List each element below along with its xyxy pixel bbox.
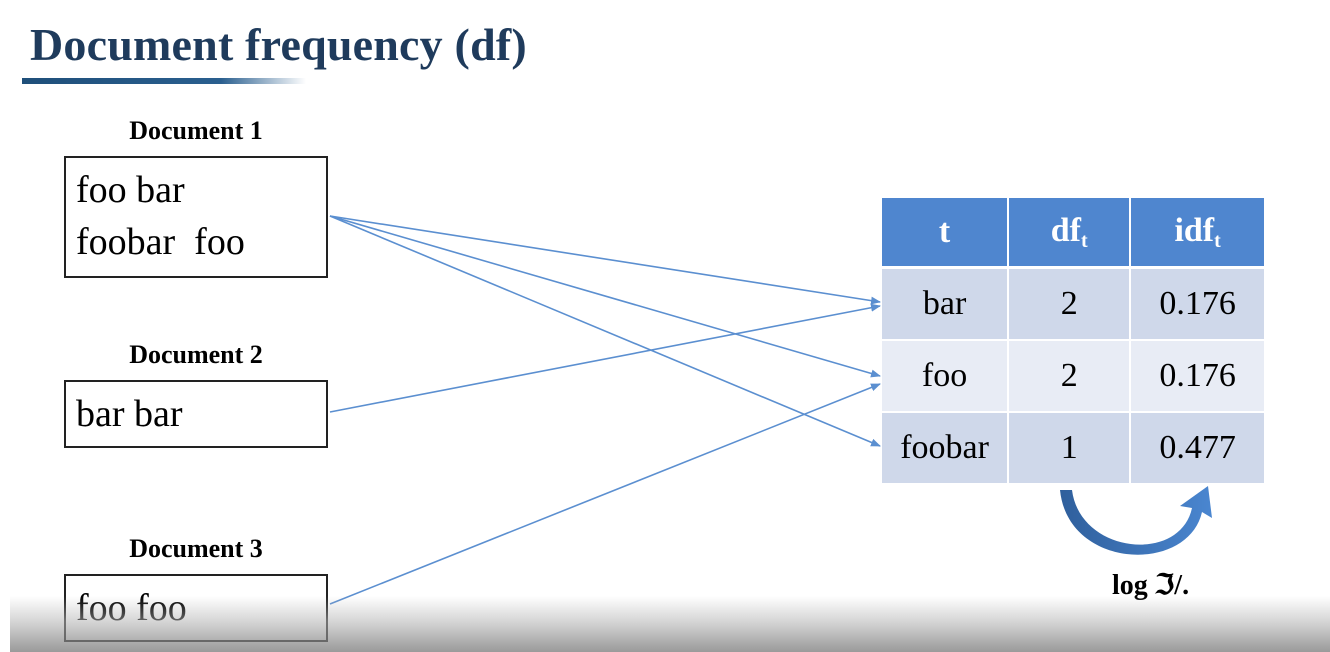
cell-df: 2 — [1008, 340, 1132, 413]
table-row: foo 2 0.176 — [882, 340, 1264, 413]
cell-idf: 0.477 — [1130, 412, 1264, 485]
header-df: dft — [1008, 198, 1132, 269]
arrow-doc1-foo — [329, 215, 881, 378]
cell-idf: 0.176 — [1130, 340, 1264, 413]
arrow-doc1-bar — [329, 215, 881, 305]
cell-df: 1 — [1008, 412, 1132, 485]
cell-term: foobar — [882, 412, 1010, 485]
df-idf-table: t dft idft bar 2 0.176 foo 2 0.176 fooba… — [882, 198, 1264, 485]
document-2-box: bar bar — [64, 380, 328, 448]
header-idf-base: idf — [1174, 211, 1215, 249]
arrow-doc1-foobar — [329, 215, 881, 447]
header-df-sub: t — [1080, 229, 1088, 252]
header-t: t — [882, 198, 1010, 269]
curved-arrow-icon — [1060, 486, 1212, 555]
header-df-base: df — [1050, 211, 1081, 249]
header-idf-sub: t — [1214, 229, 1221, 252]
arrow-doc2-bar — [329, 303, 881, 413]
cell-term: bar — [882, 267, 1010, 341]
idf-formula: log ℑ/. — [1112, 570, 1190, 601]
cell-df: 2 — [1008, 267, 1132, 341]
arrow-doc3-foo — [329, 383, 881, 605]
document-1-line-1: foo bar — [76, 169, 185, 211]
document-1-box: foo bar foobar foo — [64, 156, 328, 278]
document-3-label: Document 3 — [129, 534, 263, 563]
table-row: foobar 1 0.477 — [882, 412, 1264, 485]
document-1-label: Document 1 — [129, 116, 263, 145]
cell-term: foo — [882, 340, 1010, 413]
document-3-line-1: foo foo — [76, 587, 187, 629]
table-header-row: t dft idft — [882, 198, 1264, 269]
document-2-label: Document 2 — [129, 340, 263, 369]
document-3-box: foo foo — [64, 574, 328, 642]
title-underline — [22, 78, 306, 84]
document-1-line-2: foobar foo — [76, 221, 245, 263]
document-2-line-1: bar bar — [76, 393, 183, 435]
cell-idf: 0.176 — [1130, 267, 1264, 341]
header-idf: idft — [1130, 198, 1264, 269]
table-row: bar 2 0.176 — [882, 267, 1264, 341]
slide-title: Document frequency (df) — [30, 19, 527, 70]
